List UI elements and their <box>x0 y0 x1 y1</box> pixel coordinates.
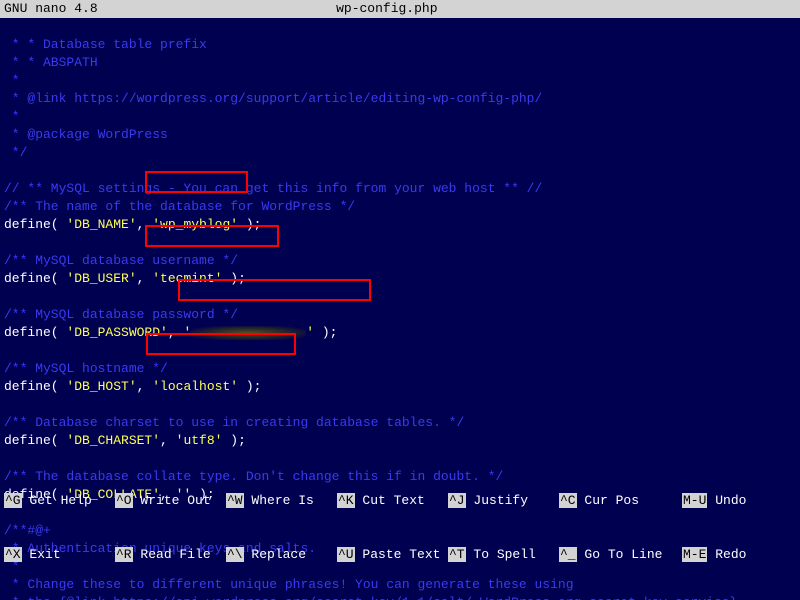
db-user-value: 'tecmint' <box>152 271 222 286</box>
code-line: /** MySQL database username */ <box>4 253 238 268</box>
code-line: /** Database charset to use in creating … <box>4 415 464 430</box>
help-paste-text[interactable]: ^U Paste Text <box>337 546 448 564</box>
code-line: * <box>4 109 20 124</box>
define-call: define( 'DB_PASSWORD', '' ); <box>4 325 337 340</box>
code-line: /** The name of the database for WordPre… <box>4 199 355 214</box>
help-write-out[interactable]: ^O Write Out <box>115 492 226 510</box>
db-name-value: 'wp_myblog' <box>152 217 238 232</box>
code-line: * * Database table prefix <box>4 37 207 52</box>
db-host-value: 'localhost' <box>152 379 238 394</box>
help-read-file[interactable]: ^R Read File <box>115 546 226 564</box>
redacted-password <box>191 326 306 340</box>
help-exit[interactable]: ^X Exit <box>4 546 115 564</box>
terminal-window: GNU nano 4.8 wp-config.php * * Database … <box>0 0 800 600</box>
code-line: * * ABSPATH <box>4 55 98 70</box>
define-call: define( 'DB_USER', 'tecmint' ); <box>4 271 246 286</box>
code-line: */ <box>4 145 27 160</box>
code-line: /** MySQL database password */ <box>4 307 238 322</box>
code-line: * @link https://wordpress.org/support/ar… <box>4 91 542 106</box>
help-redo[interactable]: M-E Redo <box>682 546 746 564</box>
define-call: define( 'DB_HOST', 'localhost' ); <box>4 379 261 394</box>
help-cut-text[interactable]: ^K Cut Text <box>337 492 448 510</box>
help-justify[interactable]: ^J Justify <box>448 492 559 510</box>
code-line: // ** MySQL settings - You can get this … <box>4 181 542 196</box>
nano-help-bar: ^G Get Help ^O Write Out ^W Where Is ^K … <box>0 456 800 600</box>
help-replace[interactable]: ^\ Replace <box>226 546 337 564</box>
editor-name: GNU nano 4.8 <box>4 0 98 18</box>
editor-title-bar: GNU nano 4.8 wp-config.php <box>0 0 800 18</box>
help-goto-line[interactable]: ^_ Go To Line <box>559 546 682 564</box>
help-cur-pos[interactable]: ^C Cur Pos <box>559 492 682 510</box>
db-password-value: '' <box>183 325 314 340</box>
help-undo[interactable]: M-U Undo <box>682 492 746 510</box>
code-line: * <box>4 73 20 88</box>
help-to-spell[interactable]: ^T To Spell <box>448 546 559 564</box>
code-line: /** MySQL hostname */ <box>4 361 168 376</box>
define-call: define( 'DB_CHARSET', 'utf8' ); <box>4 433 246 448</box>
help-where-is[interactable]: ^W Where Is <box>226 492 337 510</box>
code-line: * @package WordPress <box>4 127 168 142</box>
define-call: define( 'DB_NAME', 'wp_myblog' ); <box>4 217 261 232</box>
editor-filename: wp-config.php <box>98 0 676 18</box>
help-get-help[interactable]: ^G Get Help <box>4 492 115 510</box>
